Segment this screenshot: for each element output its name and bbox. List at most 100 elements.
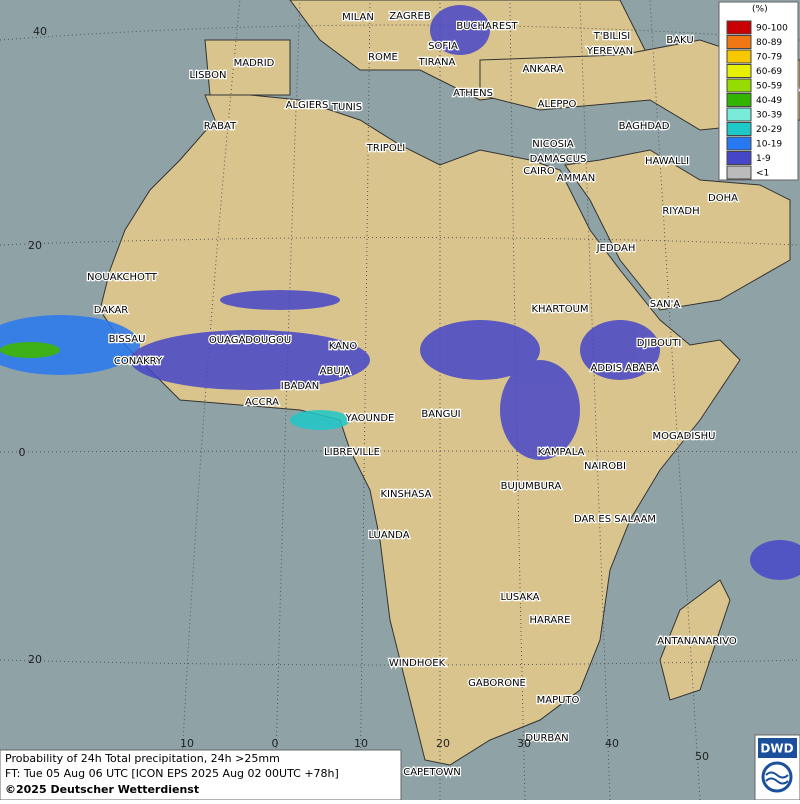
legend-label: 60-69 [756,67,782,77]
lat-label: 0 [19,446,26,459]
city-label: DAKAR [94,305,129,316]
city-label: NAIROBI [584,461,626,472]
lon-label: 40 [605,737,619,750]
city-label: BUCHAREST [456,21,518,32]
city-label: MADRID [234,58,275,69]
lon-label: 30 [517,737,531,750]
city-label: T'BILISI [593,31,630,42]
precipitation [0,5,800,580]
city-label: RABAT [204,121,237,132]
city-label: ROME [368,52,398,63]
legend-label: <1 [756,169,769,179]
city-label: TUNIS [331,102,362,113]
lon-label: 20 [436,737,450,750]
city-label: CONAKRY [114,356,163,367]
city-label: MAPUTO [537,695,580,706]
city-label: HAWALLI [645,156,689,167]
city-label: SOFIA [428,41,458,52]
city-label: BUJUMBURA [501,481,562,492]
legend-label: 20-29 [756,125,782,135]
legend-swatch [726,151,752,165]
city-label: LUANDA [368,530,409,541]
footer-copyright: ©2025 Deutscher Wetterdienst [5,783,199,796]
footer-time: FT: Tue 05 Aug 06 UTC [ICON EPS 2025 Aug… [5,767,339,780]
city-label: DOHA [708,193,738,204]
city-label: DAR ES SALAAM [574,514,656,525]
city-label: ACCRA [245,397,279,408]
legend-label: 10-19 [756,140,782,150]
legend-label: 90-100 [756,24,788,34]
city-label: CAPETOWN [403,767,461,778]
city-label: ANTANANARIVO [657,636,737,647]
city-label: NICOSIA [532,139,574,150]
city-label: YEREVAN [586,46,633,57]
legend-swatch [726,165,752,180]
city-label: OUAGADOUGOU [209,335,291,346]
legend-unit: (%) [752,5,768,15]
legend-swatch [726,78,752,93]
city-label: DJIBOUTI [637,338,682,349]
lat-label: 20 [28,653,42,666]
city-label: SAN'A [650,299,681,310]
footer: Probability of 24h Total precipitation, … [0,749,402,801]
city-label: LIBREVILLE [324,447,380,458]
lon-label: 0 [272,737,279,750]
city-label: ZAGREB [389,11,431,22]
city-label: DAMASCUS [530,154,587,165]
lon-label: 10 [354,737,368,750]
city-label: ABUJA [320,366,351,377]
city-label: ADDIS ABABA [591,363,660,374]
city-label: MOGADISHU [653,431,716,442]
lat-label: 20 [28,239,42,252]
city-label: KANO [329,341,358,352]
city-label: IBADAN [281,381,320,392]
legend: (%) 90-100 80-89 70-79 60-69 50-59 40-49 30-39… [718,1,799,181]
legend-label: 1-9 [756,154,771,164]
city-label: ALGIERS [286,100,329,111]
city-label: MILAN [342,12,374,23]
city-label: TIRANA [418,57,456,68]
city-label: LISBON [190,70,227,81]
city-label: ATHENS [453,88,493,99]
legend-swatch [726,20,752,35]
legend-label: 30-39 [756,111,782,121]
city-label: AMMAN [557,173,595,184]
legend-label: 70-79 [756,53,782,63]
city-label: ALEPPO [538,99,577,110]
lat-label: 40 [33,25,47,38]
city-label: RIYADH [662,206,699,217]
city-label: TRIPOLI [366,143,405,154]
city-label: WINDHOEK [389,658,446,669]
legend-swatch [726,35,752,49]
city-label: BISSAU [109,334,146,345]
lon-label: 50 [695,750,709,763]
city-label: ANKARA [523,64,564,75]
legend-swatch [726,107,752,122]
city-label: JEDDAH [596,243,636,254]
city-label: KAMPALA [538,447,585,458]
lon-label: 10 [180,737,194,750]
legend-label: 50-59 [756,82,782,92]
logo-text: DWD [760,742,793,756]
legend-swatch [726,49,752,64]
footer-title: Probability of 24h Total precipitation, … [5,752,280,765]
legend-swatch [726,64,752,78]
city-label: KINSHASA [380,489,431,500]
city-label: NOUAKCHOTT [87,272,158,283]
legend-label: 40-49 [756,96,782,106]
city-label: GABORONE [468,678,526,689]
legend-swatch [726,136,752,151]
city-label: DURBAN [525,733,568,744]
city-label: CAIRO [523,166,555,177]
logo: DWD [754,734,800,801]
city-label: YAOUNDE [345,413,395,424]
city-label: KHARTOUM [531,304,588,315]
legend-swatch [726,122,752,136]
city-label: BANGUI [421,409,460,420]
city-label: HARARE [529,615,570,626]
city-label: BAGHDAD [619,121,670,132]
city-label: LUSAKA [501,592,540,603]
city-label: BAKU [666,35,693,46]
legend-swatch [726,93,752,107]
